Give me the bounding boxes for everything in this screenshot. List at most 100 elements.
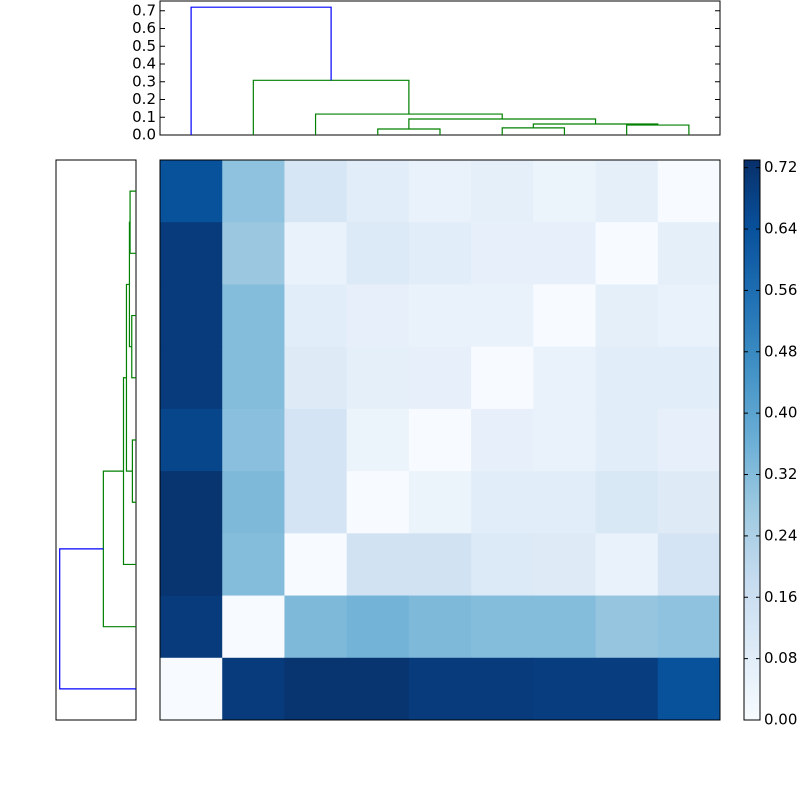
y-tick-label: 0.5	[132, 37, 156, 55]
heatmap-cell	[657, 471, 721, 534]
colorbar-tick-label: 0.56	[764, 281, 797, 299]
colorbar-tick-label: 0.16	[764, 588, 797, 606]
heatmap-cell	[471, 595, 534, 659]
colorbar-tick-label: 0.00	[764, 711, 797, 729]
heatmap-cell	[595, 408, 659, 472]
heatmap-cell	[284, 346, 348, 410]
heatmap-cell	[160, 160, 223, 223]
colorbar-tick-label: 0.48	[764, 342, 797, 360]
heatmap-cell	[471, 657, 534, 721]
dendrogram-link	[122, 377, 136, 566]
heatmap-cell	[346, 533, 410, 597]
heatmap-cell	[284, 408, 348, 472]
colorbar-tick-label: 0.72	[764, 158, 797, 176]
heatmap-cell	[657, 160, 721, 223]
heatmap-cell	[408, 533, 472, 597]
dendrogram-link	[59, 548, 136, 690]
heatmap-cell	[657, 222, 721, 285]
heatmap-cell	[657, 346, 721, 410]
heatmap-cell	[160, 408, 223, 472]
heatmap-cell	[284, 657, 348, 721]
heatmap-cell	[346, 346, 410, 410]
heatmap-cell	[284, 160, 348, 223]
heatmap-cell	[222, 346, 285, 410]
dendrogram-link	[131, 439, 136, 503]
y-tick-label: 0.6	[132, 19, 156, 37]
heatmap-cell	[160, 657, 223, 721]
heatmap-cell	[408, 595, 472, 659]
heatmap-cell	[595, 222, 659, 285]
dendrogram-link	[129, 190, 136, 254]
heatmap-cell	[533, 657, 597, 721]
colorbar-tick-label: 0.32	[764, 465, 797, 483]
colorbar-tick-label: 0.40	[764, 404, 797, 422]
heatmap-cell	[595, 533, 659, 597]
heatmap-cell	[408, 408, 472, 472]
heatmap-cell	[533, 160, 597, 223]
heatmap-cell	[346, 408, 410, 472]
heatmap-cell	[408, 471, 472, 534]
heatmap-cell	[533, 222, 597, 285]
heatmap-cell	[657, 657, 721, 721]
y-tick-label: 0.7	[132, 1, 156, 19]
heatmap-cell	[471, 533, 534, 597]
heatmap-cell	[160, 595, 223, 659]
colorbar	[743, 159, 761, 721]
heatmap-cell	[533, 533, 597, 597]
heatmap-cell	[408, 284, 472, 348]
heatmap-cell	[533, 595, 597, 659]
heatmap-cell	[222, 533, 285, 597]
dendrogram-link	[125, 283, 133, 472]
heatmap-cell	[346, 222, 410, 285]
heatmap-cell	[471, 222, 534, 285]
heatmap-cell	[657, 284, 721, 348]
heatmap-cell	[222, 222, 285, 285]
heatmap-cell	[408, 222, 472, 285]
heatmap-cell	[533, 284, 597, 348]
heatmap-cell	[657, 408, 721, 472]
heatmap-cell	[284, 222, 348, 285]
heatmap-cell	[595, 657, 659, 721]
heatmap-cell	[595, 346, 659, 410]
y-tick-label: 0.3	[132, 72, 156, 90]
dendrogram-link	[377, 128, 441, 135]
heatmap-cell	[222, 471, 285, 534]
heatmap-cell	[222, 657, 285, 721]
heatmap-cell	[533, 408, 597, 472]
heatmap-cell	[533, 471, 597, 534]
y-tick-label: 0.1	[132, 108, 156, 126]
dendrogram-link	[190, 6, 332, 135]
heatmap-cell	[657, 533, 721, 597]
heatmap-cell	[346, 284, 410, 348]
heatmap-cell	[533, 346, 597, 410]
heatmap-cell	[284, 284, 348, 348]
heatmap-cell	[160, 533, 223, 597]
dendrogram-link	[501, 127, 566, 135]
heatmap-cell	[222, 160, 285, 223]
heatmap-cell	[471, 471, 534, 534]
axes-frame	[159, 0, 721, 136]
heatmap-cell	[595, 284, 659, 348]
heatmap-cell	[222, 595, 285, 659]
heatmap-cell	[284, 533, 348, 597]
heatmap-cell	[160, 471, 223, 534]
dendrogram-link	[102, 470, 136, 628]
heatmap-cell	[284, 471, 348, 534]
heatmap-cell	[408, 657, 472, 721]
heatmap-cell	[222, 408, 285, 472]
heatmap-cell	[346, 657, 410, 721]
dendrogram-link	[252, 79, 410, 135]
heatmap-cell	[471, 408, 534, 472]
dendrogram-link	[131, 314, 136, 379]
heatmap-cell	[471, 346, 534, 410]
heatmap-cell	[346, 471, 410, 534]
y-tick-label: 0.2	[132, 90, 156, 108]
heatmap-cell	[471, 284, 534, 348]
heatmap-cell	[595, 595, 659, 659]
heatmap-cell	[408, 346, 472, 410]
colorbar-tick-label: 0.64	[764, 220, 797, 238]
heatmap-cell	[160, 284, 223, 348]
heatmap-cell	[595, 471, 659, 534]
axes-frame	[159, 159, 721, 721]
